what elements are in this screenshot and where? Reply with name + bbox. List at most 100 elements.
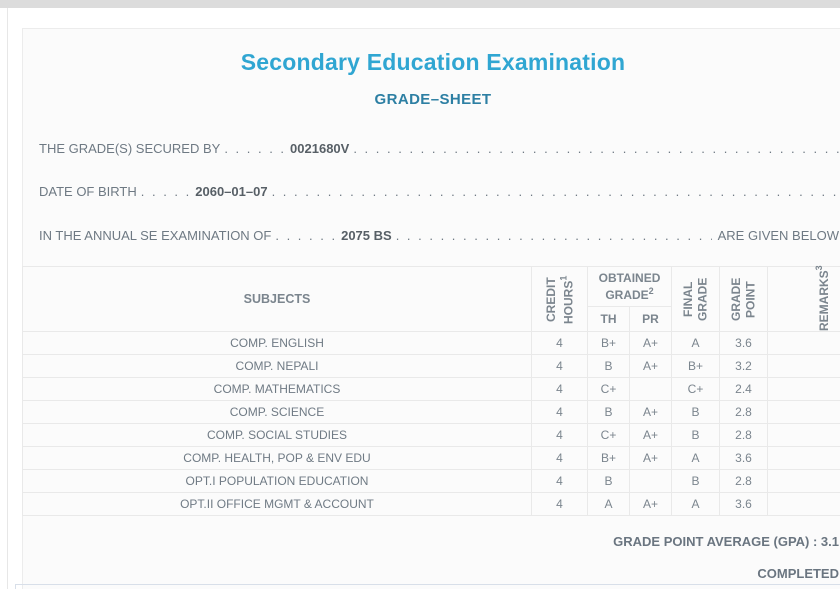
cell-remarks — [767, 354, 840, 378]
table-row: COMP. MATHEMATICS 4 C+ C+ 2.4 — [22, 377, 840, 401]
cell-final: B — [671, 400, 720, 424]
cell-credit: 4 — [531, 446, 588, 470]
dot-leader: . . . . . . . . . . . . . . . . . . . . … — [271, 184, 839, 199]
info-line-dob: DATE OF BIRTH . . . . . 2060–01–07 . . .… — [39, 184, 839, 200]
cell-subject: COMP. HEALTH, POP & ENV EDU — [22, 446, 532, 470]
exam-year-value: 2075 BS — [341, 228, 392, 243]
remarks-text: REMARKS — [817, 269, 832, 331]
header-final-grade: FINAL GRADE — [671, 266, 720, 332]
cell-remarks — [767, 377, 840, 401]
cell-remarks — [767, 492, 840, 516]
table-row: OPT.II OFFICE MGMT & ACCOUNT 4 A A+ A 3.… — [22, 492, 840, 516]
dot-leader: . . . . . . — [275, 228, 338, 243]
table-row: OPT.I POPULATION EDUCATION 4 B B 2.8 — [22, 469, 840, 493]
grade-point-text: GRADE POINT — [729, 277, 758, 321]
cell-final: B — [671, 423, 720, 447]
info-line-exam: IN THE ANNUAL SE EXAMINATION OF . . . . … — [39, 228, 839, 244]
header-grade-point: GRADE POINT — [719, 266, 768, 332]
top-bar — [0, 0, 840, 8]
page-title: Secondary Education Examination — [240, 49, 626, 75]
dot-leader: . . . . . . . . . . . . . . . . . . . . … — [395, 228, 712, 243]
cell-final: A — [671, 446, 720, 470]
cell-point: 2.8 — [719, 423, 768, 447]
cell-th: B — [587, 469, 630, 493]
table-row: COMP. NEPALI 4 B A+ B+ 3.2 — [22, 354, 840, 378]
cell-pr: A+ — [629, 354, 672, 378]
dob-value: 2060–01–07 — [195, 184, 268, 199]
outer-left-border — [7, 8, 8, 589]
cell-subject: OPT.I POPULATION EDUCATION — [22, 469, 532, 493]
cell-final: B — [671, 469, 720, 493]
secured-by-label: THE GRADE(S) SECURED BY — [39, 141, 221, 156]
cell-credit: 4 — [531, 423, 588, 447]
table-row: COMP. SOCIAL STUDIES 4 C+ A+ B 2.8 — [22, 423, 840, 447]
cell-remarks — [767, 423, 840, 447]
bottom-divider-stub — [15, 584, 16, 589]
dot-leader: . . . . . — [140, 184, 192, 199]
cell-th: A — [587, 492, 630, 516]
cell-final: A — [671, 492, 720, 516]
cell-credit: 4 — [531, 354, 588, 378]
table-row: COMP. SCIENCE 4 B A+ B 2.8 — [22, 400, 840, 424]
cell-remarks — [767, 331, 840, 355]
cell-subject: OPT.II OFFICE MGMT & ACCOUNT — [22, 492, 532, 516]
grade-sheet-card: Secondary Education Examination GRADE–SH… — [22, 28, 840, 589]
cell-th: C+ — [587, 377, 630, 401]
dot-leader: . . . . . . . . . . . . . . . . . . . . … — [353, 141, 839, 156]
cell-subject: COMP. MATHEMATICS — [22, 377, 532, 401]
info-line-secured-by: THE GRADE(S) SECURED BY . . . . . . 0021… — [39, 141, 839, 157]
header-credit-hours: CREDIT HOURS1 — [531, 266, 588, 332]
cell-remarks — [767, 400, 840, 424]
cell-pr — [629, 469, 672, 493]
cell-pr: A+ — [629, 423, 672, 447]
obtained-grade-text: OBTAINED GRADE — [598, 270, 661, 302]
cell-subject: COMP. SOCIAL STUDIES — [22, 423, 532, 447]
cell-subject: COMP. ENGLISH — [22, 331, 532, 355]
dot-leader: . . . . . . — [224, 141, 287, 156]
cell-pr: A+ — [629, 400, 672, 424]
cell-credit: 4 — [531, 331, 588, 355]
bottom-divider — [15, 584, 840, 585]
table-row: COMP. ENGLISH 4 B+ A+ A 3.6 — [22, 331, 840, 355]
symbol-number-value: 0021680V — [290, 141, 350, 156]
header-pr: PR — [629, 306, 672, 332]
cell-point: 3.2 — [719, 354, 768, 378]
header-th: TH — [587, 306, 630, 332]
header-obtained-grade: OBTAINED GRADE2 — [587, 266, 672, 307]
page-subtitle: GRADE–SHEET — [374, 91, 492, 108]
grade-table: SUBJECTS CREDIT HOURS1 OBTAINED GRADE2 F… — [22, 264, 840, 516]
cell-point: 3.6 — [719, 331, 768, 355]
cell-th: B — [587, 354, 630, 378]
table-row: COMP. HEALTH, POP & ENV EDU 4 B+ A+ A 3.… — [22, 446, 840, 470]
cell-pr: A+ — [629, 331, 672, 355]
cell-credit: 4 — [531, 469, 588, 493]
cell-th: B — [587, 400, 630, 424]
gpa-summary: GRADE POINT AVERAGE (GPA) : 3.1 — [613, 534, 839, 549]
cell-final: A — [671, 331, 720, 355]
cell-pr: A+ — [629, 492, 672, 516]
cell-th: B+ — [587, 446, 630, 470]
cell-th: B+ — [587, 331, 630, 355]
status-completed: COMPLETED — [757, 566, 839, 581]
cell-point: 2.8 — [719, 400, 768, 424]
cell-credit: 4 — [531, 492, 588, 516]
cell-final: C+ — [671, 377, 720, 401]
cell-subject: COMP. SCIENCE — [22, 400, 532, 424]
final-grade-text: FINAL GRADE — [681, 277, 710, 321]
credit-hours-footnote: 1 — [558, 274, 568, 280]
header-subjects: SUBJECTS — [22, 266, 532, 332]
cell-point: 3.6 — [719, 446, 768, 470]
cell-pr: A+ — [629, 446, 672, 470]
cell-final: B+ — [671, 354, 720, 378]
cell-point: 2.8 — [719, 469, 768, 493]
cell-credit: 4 — [531, 400, 588, 424]
remarks-footnote: 3 — [814, 264, 825, 270]
cell-credit: 4 — [531, 377, 588, 401]
obtained-grade-footnote: 2 — [648, 285, 654, 296]
cell-point: 3.6 — [719, 492, 768, 516]
credit-hours-text: CREDIT HOURS — [543, 276, 575, 324]
cell-pr — [629, 377, 672, 401]
cell-th: C+ — [587, 423, 630, 447]
cell-subject: COMP. NEPALI — [22, 354, 532, 378]
cell-point: 2.4 — [719, 377, 768, 401]
